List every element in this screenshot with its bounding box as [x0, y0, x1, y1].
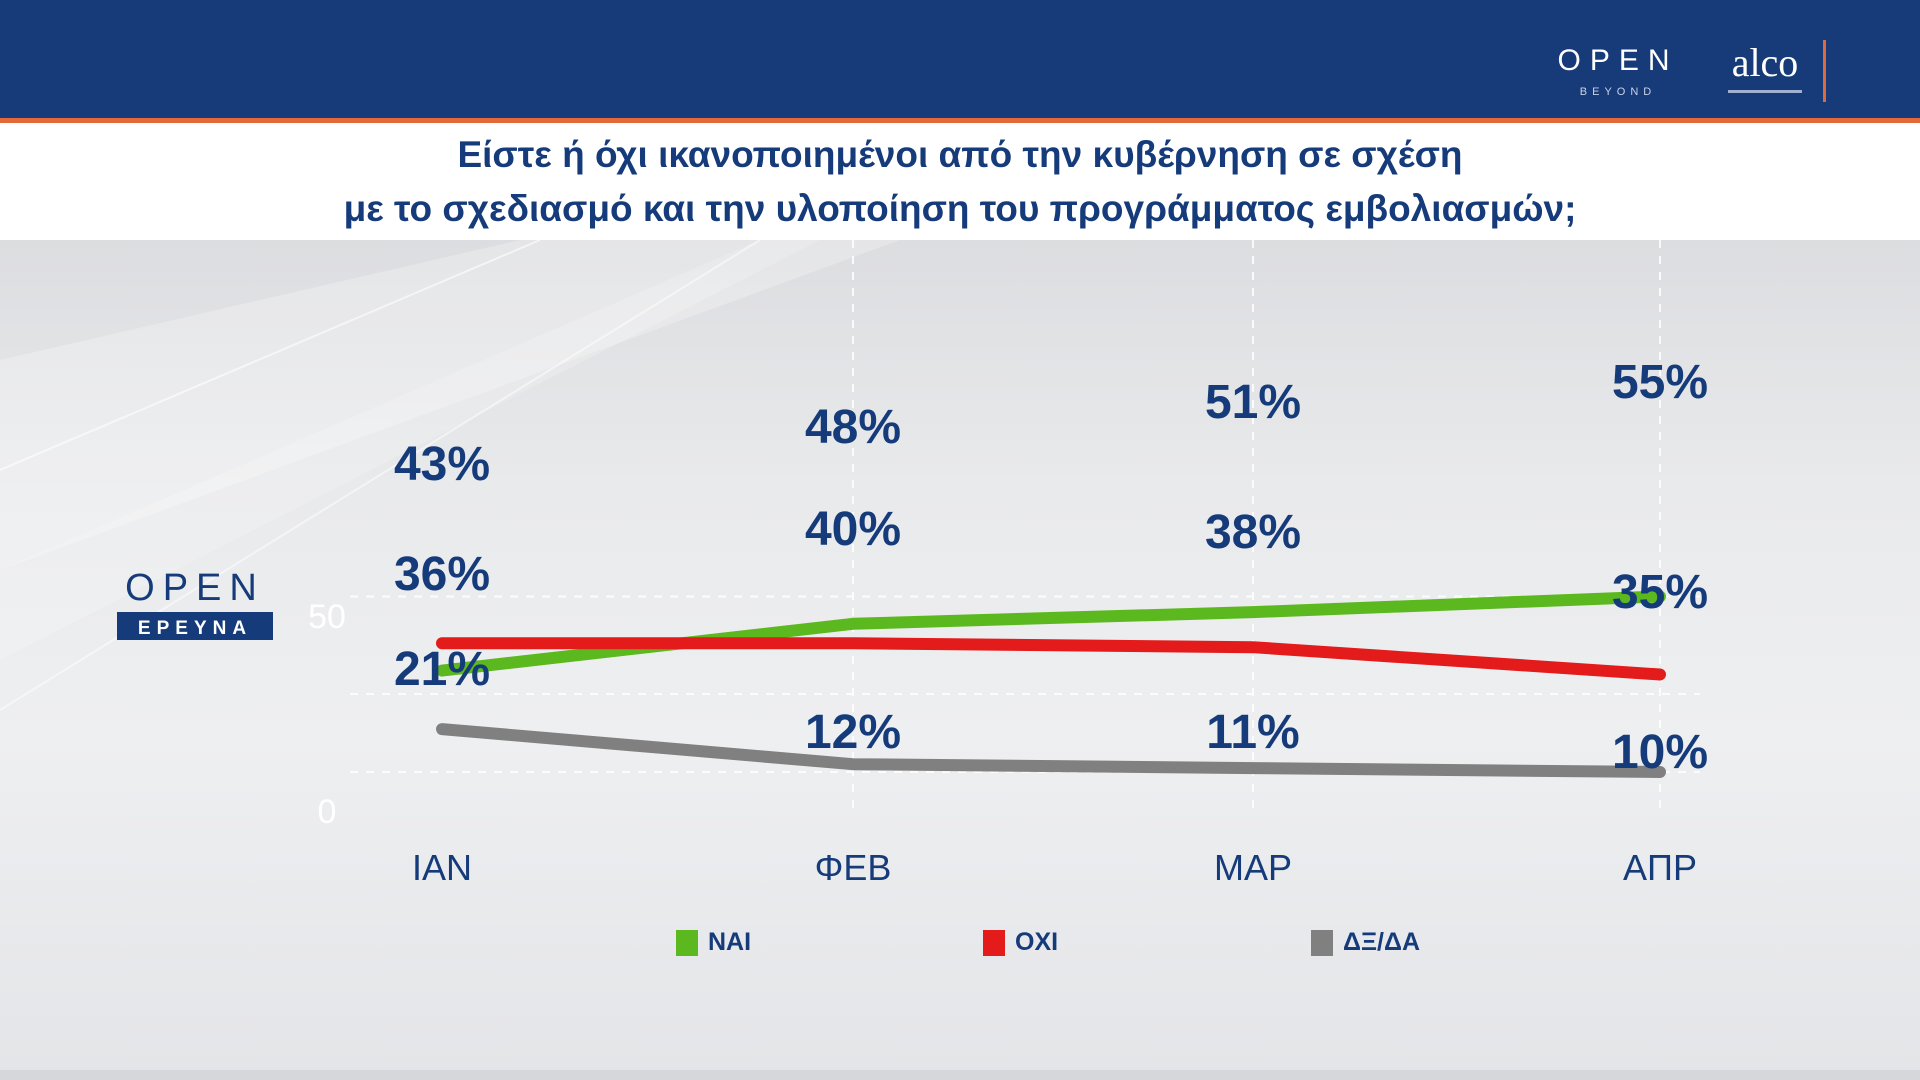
- data-label: 35%: [1612, 566, 1708, 619]
- data-labels: 36% 48% 51% 55% 43% 40% 38% 35% 21% 12% 11% 10%: [394, 356, 1708, 779]
- ereyna-logo-subtext: ΕΡΕΥΝΑ: [138, 618, 252, 639]
- title-line-2: με το σχεδιασμό και την υλοποίηση του πρ…: [343, 187, 1577, 229]
- legend-swatch-dxda: [1311, 929, 1333, 956]
- header-bar: OPEN BEYOND alco: [0, 0, 1920, 118]
- data-label: 21%: [394, 643, 490, 696]
- open-logo-text: OPEN: [1557, 44, 1678, 77]
- x-tick-label: ΙΑΝ: [412, 847, 472, 888]
- data-label: 38%: [1205, 506, 1301, 559]
- brand-divider: [1823, 40, 1826, 102]
- y-tick-label: 50: [308, 598, 346, 636]
- x-tick-label: ΑΠΡ: [1623, 847, 1697, 888]
- open-beyond-logo: OPEN BEYOND: [1557, 44, 1678, 98]
- data-label: 55%: [1612, 356, 1708, 409]
- open-logo-subtext: BEYOND: [1580, 86, 1656, 98]
- title-line-1: Είστε ή όχι ικανοποιημένοι από την κυβέρ…: [457, 133, 1463, 175]
- legend-label-oxi: ΟΧΙ: [1015, 928, 1059, 956]
- data-label: 12%: [805, 706, 901, 759]
- x-tick-label: ΦΕΒ: [815, 847, 892, 888]
- data-label: 10%: [1612, 726, 1708, 779]
- chart-title: Είστε ή όχι ικανοποιημένοι από την κυβέρ…: [0, 123, 1920, 240]
- series-lines: [436, 590, 1666, 778]
- series-line: [436, 723, 1666, 778]
- data-label: 48%: [805, 401, 901, 454]
- legend-label-dxda: ΔΞ/ΔΑ: [1343, 928, 1421, 956]
- legend-label-nai: ΝΑΙ: [708, 928, 752, 956]
- data-label: 43%: [394, 438, 490, 491]
- legend-swatch-oxi: [983, 929, 1005, 956]
- y-axis-ticks: 0 50: [308, 598, 346, 831]
- x-tick-label: ΜΑΡ: [1214, 847, 1292, 888]
- data-label: 36%: [394, 548, 490, 601]
- bottom-strip: [0, 1070, 1920, 1080]
- series-line: [436, 637, 1666, 681]
- data-label: 11%: [1206, 706, 1299, 759]
- x-axis-ticks: ΙΑΝ ΦΕΒ ΜΑΡ ΑΠΡ: [412, 847, 1697, 888]
- chart-panel: 0 50 36% 48% 51% 55% 43% 40% 38% 35% 21% 12% 11% 10%…: [0, 240, 1920, 1070]
- open-ereyna-logo: OPEN ΕΡΕΥΝΑ: [117, 567, 273, 640]
- background-decoration: [0, 240, 900, 711]
- line-chart: 0 50 36% 48% 51% 55% 43% 40% 38% 35% 21% 12% 11% 10%…: [0, 240, 1708, 888]
- legend-item-nai: ΝΑΙ: [676, 928, 751, 957]
- legend-item-oxi: ΟΧΙ: [983, 928, 1058, 957]
- y-tick-label: 0: [318, 793, 337, 831]
- legend-swatch-nai: [676, 929, 698, 956]
- data-label: 40%: [805, 503, 901, 556]
- alco-logo: alco: [1728, 40, 1802, 93]
- legend-item-dxda: ΔΞ/ΔΑ: [1311, 928, 1420, 957]
- ereyna-logo-text: OPEN: [125, 567, 265, 609]
- alco-logo-text: alco: [1732, 40, 1799, 85]
- data-label: 51%: [1205, 376, 1301, 429]
- header-accent-stripe: [0, 118, 1920, 123]
